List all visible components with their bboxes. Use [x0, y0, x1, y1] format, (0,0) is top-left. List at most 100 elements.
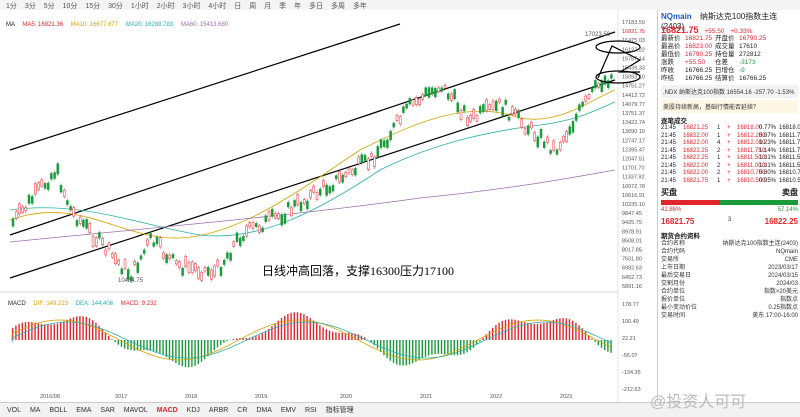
tab-arbr[interactable]: ARBR: [209, 407, 228, 414]
macd-bar: [604, 340, 605, 350]
tab-sar[interactable]: SAR: [100, 407, 114, 414]
macd-bar: [242, 338, 243, 340]
macd-bar: [47, 325, 48, 340]
candle-body: [34, 184, 36, 195]
trade-cell: 1.31%: [759, 163, 779, 171]
candle-body: [438, 88, 440, 92]
candle-body: [415, 97, 417, 104]
candle-body: [313, 186, 315, 192]
macd-bar: [566, 318, 567, 340]
macd-bar: [201, 340, 202, 362]
candle-body: [73, 208, 75, 216]
candle-body: [508, 117, 510, 120]
contract-cell: 最后交易日: [661, 272, 691, 280]
orderbook: 买盘 卖盘: [658, 185, 800, 200]
macd-bar: [22, 323, 23, 340]
contract-row: 交易时间美东 17:00-16:00: [661, 312, 798, 320]
contract-cell: 上市日期: [661, 264, 685, 272]
high-price-label: 17023.50: [585, 32, 610, 38]
macd-bar: [284, 316, 285, 340]
tab-ema[interactable]: EMA: [76, 407, 91, 414]
candle-body: [242, 236, 244, 240]
candle-body: [329, 187, 331, 194]
macd-bar: [57, 323, 58, 340]
macd-bar: [63, 321, 64, 340]
candle-body: [255, 223, 257, 226]
news-link[interactable]: 美股持续新高，基础行情能否延续？: [661, 100, 798, 113]
tab-rsi[interactable]: RSI: [305, 407, 317, 414]
tab-emv[interactable]: EMV: [281, 407, 296, 414]
candle-body: [425, 88, 427, 96]
macd-bar: [287, 314, 288, 340]
ma10-value: MA10: 16677.677: [71, 22, 118, 28]
candle-body: [335, 176, 337, 179]
macd-bar: [297, 312, 298, 340]
candle-body: [342, 175, 344, 182]
candle-body: [354, 168, 356, 175]
kline-svg[interactable]: 17183.5016821.7516475.0316127.2215787.14…: [0, 10, 657, 402]
price-tick: 15439.33: [622, 66, 645, 72]
candle-body: [537, 137, 539, 147]
tab-vol[interactable]: VOL: [7, 407, 21, 414]
candle-body: [431, 88, 433, 94]
candle-body: [223, 260, 225, 264]
macd-bar: [438, 340, 439, 354]
macd-bar: [332, 332, 333, 340]
price-tick: 16475.03: [622, 38, 645, 44]
macd-bar: [470, 340, 471, 350]
macd-bar: [156, 340, 157, 352]
candle-body: [358, 157, 360, 164]
tab-boll[interactable]: BOLL: [49, 407, 67, 414]
candle-body: [428, 87, 430, 97]
candle-body: [162, 253, 164, 259]
candle-body: [82, 220, 84, 227]
candle-body: [239, 238, 241, 246]
contract-row: 合约名称纳斯达克100指数主连(2403): [661, 240, 798, 248]
bid-price[interactable]: 16821.75: [661, 217, 694, 226]
contract-cell: 合约名称: [661, 240, 685, 248]
contract-cell: 指数点: [780, 296, 798, 304]
candle-body: [290, 208, 292, 216]
macd-bar: [166, 340, 167, 357]
macd-bar: [498, 323, 499, 340]
tab-indicator-manage[interactable]: 指标管理: [326, 405, 354, 415]
tab-kdj[interactable]: KDJ: [187, 407, 200, 414]
date-tick: 2023: [560, 394, 572, 400]
tab-macd[interactable]: MACD: [157, 407, 178, 414]
trade-cell: +: [727, 140, 737, 148]
contract-cell: 2024/03/15: [768, 272, 798, 280]
trade-cell: 16818.00: [779, 125, 797, 133]
candle-body: [60, 185, 62, 192]
candle-body: [598, 84, 600, 88]
macd-bar: [495, 325, 496, 340]
trade-cell: 1.14%: [759, 148, 779, 156]
candle-body: [434, 88, 436, 97]
tab-mavol[interactable]: MAVOL: [124, 407, 148, 414]
macd-bar: [15, 326, 16, 340]
macd-label[interactable]: MACD: [8, 301, 26, 307]
macd-bar: [223, 340, 224, 343]
candle-body: [543, 142, 545, 148]
macd-bar: [402, 340, 403, 366]
tab-ma[interactable]: MA: [30, 407, 41, 414]
candle-body: [166, 255, 168, 263]
index-link[interactable]: .NDX 纳斯达克100指数 16554.16 -257.70 -1.53%: [661, 85, 798, 98]
macd-bar: [44, 324, 45, 340]
candle-body: [63, 190, 65, 196]
macd-bar: [358, 334, 359, 340]
ma-label[interactable]: MA: [6, 22, 15, 28]
candle-body: [172, 254, 174, 258]
tab-dma[interactable]: DMA: [256, 407, 272, 414]
trade-cell: 16811.75: [779, 140, 797, 148]
tab-cr[interactable]: CR: [237, 407, 247, 414]
ask-price[interactable]: 16822.25: [765, 217, 798, 226]
candle-body: [511, 107, 513, 115]
macd-bar: [447, 340, 448, 355]
trade-cell: 4: [717, 140, 727, 148]
